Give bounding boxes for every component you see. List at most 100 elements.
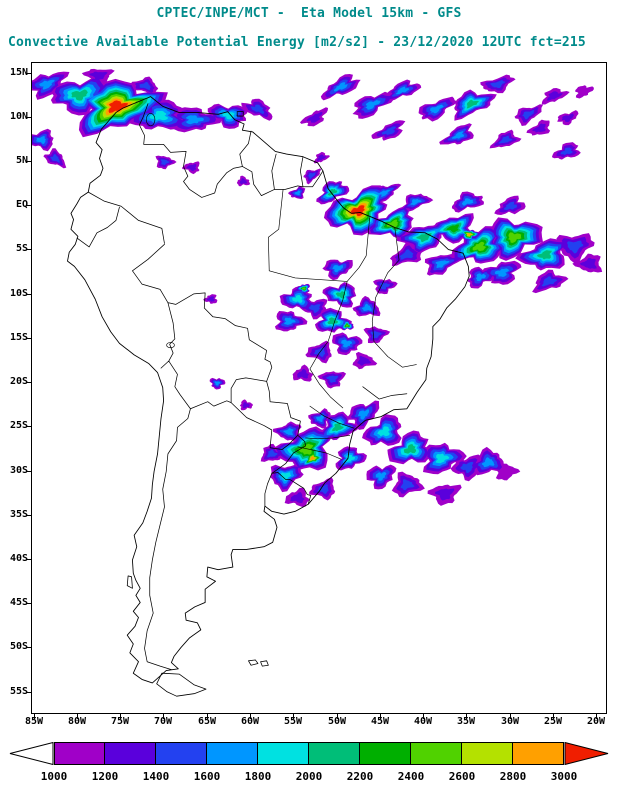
cape-contour-fill bbox=[333, 82, 349, 92]
cape-contour-fill bbox=[335, 291, 346, 299]
lat-tick-mark bbox=[26, 161, 31, 162]
cape-contour-fill bbox=[149, 110, 169, 121]
lon-tick-label: 45W bbox=[370, 716, 390, 727]
cape-contour-fill bbox=[250, 104, 265, 115]
lat-tick-mark bbox=[26, 692, 31, 693]
country-borders bbox=[76, 103, 324, 671]
lake-maracaibo bbox=[145, 113, 156, 127]
colorbar-tick-label: 1800 bbox=[244, 770, 272, 783]
south-america-map bbox=[32, 68, 603, 697]
cape-shaded-field bbox=[32, 68, 603, 507]
cape-contour-fill bbox=[297, 443, 314, 455]
cape-contour-fill bbox=[532, 123, 546, 133]
cape-contour-fill bbox=[498, 135, 513, 144]
colorbar-tick-label: 3000 bbox=[550, 770, 578, 783]
cape-contour-fill bbox=[365, 100, 381, 110]
cape-contour-fill bbox=[435, 488, 455, 501]
cape-contour-fill bbox=[400, 479, 415, 491]
colorbar-box-2600 bbox=[462, 742, 513, 765]
cape-contour-fill bbox=[399, 249, 414, 260]
colorbar-tick-label: 1200 bbox=[91, 770, 119, 783]
lat-tick-label: 5S bbox=[15, 243, 28, 254]
colorbar-box-1400 bbox=[156, 742, 207, 765]
lat-tick-mark bbox=[26, 382, 31, 383]
cape-contour-fill bbox=[416, 232, 432, 243]
cape-contour-fill bbox=[294, 190, 301, 196]
lat-tick-mark bbox=[26, 647, 31, 648]
lat-tick-mark bbox=[26, 73, 31, 74]
lat-tick-label: 15S bbox=[9, 332, 28, 343]
cape-contour-fill bbox=[297, 368, 309, 379]
lat-tick-mark bbox=[26, 249, 31, 250]
cape-contour-fill bbox=[541, 276, 558, 287]
cape-contour-fill bbox=[89, 71, 108, 81]
colorbar-tick-label: 1400 bbox=[142, 770, 170, 783]
cape-contour-fill bbox=[315, 414, 325, 423]
cape-contour-fill bbox=[451, 131, 465, 139]
cape-contour-fill bbox=[50, 154, 61, 163]
lon-tick-label: 60W bbox=[240, 716, 260, 727]
cape-contour-fill bbox=[386, 219, 399, 228]
colorbar-tick-label: 2600 bbox=[448, 770, 476, 783]
colorbar bbox=[8, 742, 610, 765]
cape-contour-fill bbox=[206, 296, 215, 302]
lat-tick-mark bbox=[26, 294, 31, 295]
lat-tick-label: 15N bbox=[9, 67, 28, 78]
lon-tick-label: 80W bbox=[67, 716, 87, 727]
lat-tick-label: 10S bbox=[9, 288, 28, 299]
cape-contour-fill bbox=[579, 258, 597, 269]
coastline bbox=[67, 96, 470, 684]
lon-tick-mark bbox=[510, 714, 511, 719]
cape-contour-fill bbox=[435, 453, 450, 464]
lat-tick-label: 45S bbox=[9, 597, 28, 608]
colorbar-tick-label: 2800 bbox=[499, 770, 527, 783]
cape-contour-fill bbox=[280, 472, 292, 482]
cape-contour-fill bbox=[435, 260, 450, 268]
cape-contour-fill bbox=[36, 135, 46, 145]
lat-tick-mark bbox=[26, 559, 31, 560]
lon-tick-label: 85W bbox=[24, 716, 44, 727]
cape-contour-fill bbox=[547, 91, 563, 101]
lon-tick-label: 50W bbox=[327, 716, 347, 727]
lat-tick-label: 35S bbox=[9, 509, 28, 520]
colorbar-tick-label: 1000 bbox=[40, 770, 68, 783]
cape-contour-fill bbox=[466, 99, 479, 109]
cape-contour-fill bbox=[332, 422, 344, 432]
cape-contour-fill bbox=[381, 126, 397, 136]
colorbar-box-2200 bbox=[360, 742, 411, 765]
lon-tick-mark bbox=[337, 714, 338, 719]
figure-subtitle: Convective Available Potential Energy [m… bbox=[8, 35, 586, 50]
cape-contour-fill bbox=[566, 240, 584, 254]
lon-tick-label: 30W bbox=[500, 716, 520, 727]
cape-contour-fill bbox=[327, 317, 338, 325]
colorbar-tick-label: 2000 bbox=[295, 770, 323, 783]
cape-contour-fill bbox=[410, 198, 422, 206]
lat-tick-label: 30S bbox=[9, 465, 28, 476]
lon-tick-label: 40W bbox=[413, 716, 433, 727]
colorbar-box-1800 bbox=[258, 742, 309, 765]
map-frame bbox=[31, 62, 607, 714]
lon-tick-label: 65W bbox=[197, 716, 217, 727]
colorbar-tick-label: 2200 bbox=[346, 770, 374, 783]
cape-contour-fill bbox=[283, 428, 294, 436]
cape-contour-fill bbox=[309, 456, 316, 461]
lon-tick-label: 55W bbox=[283, 716, 303, 727]
lat-tick-label: 40S bbox=[9, 553, 28, 564]
lon-tick-mark bbox=[163, 714, 164, 719]
cape-contour-fill bbox=[490, 80, 506, 89]
colorbar-box-1200 bbox=[105, 742, 156, 765]
cape-contour-fill bbox=[326, 375, 339, 383]
cape-contour-fill bbox=[267, 449, 278, 458]
lon-tick-label: 35W bbox=[456, 716, 476, 727]
cape-contour-fill bbox=[461, 198, 474, 206]
cape-contour-fill bbox=[466, 233, 472, 236]
cape-contour-fill bbox=[508, 232, 522, 244]
cape-contour-fill bbox=[160, 159, 170, 166]
cape-contour-fill bbox=[345, 324, 349, 327]
cape-contour-fill bbox=[292, 295, 303, 303]
cape-contour-fill bbox=[377, 426, 390, 437]
colorbar-tick-label: 1600 bbox=[193, 770, 221, 783]
lon-tick-mark bbox=[120, 714, 121, 719]
cape-contour-fill bbox=[357, 409, 370, 420]
lat-tick-mark bbox=[26, 515, 31, 516]
